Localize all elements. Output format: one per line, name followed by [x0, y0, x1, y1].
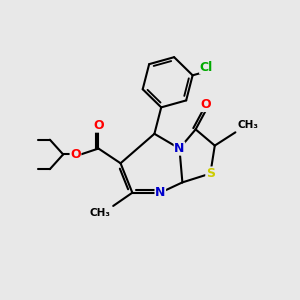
- Text: N: N: [155, 186, 166, 199]
- Text: CH₃: CH₃: [90, 208, 111, 218]
- Text: CH₃: CH₃: [238, 120, 259, 130]
- Text: O: O: [201, 98, 211, 111]
- Text: S: S: [206, 167, 215, 180]
- Text: O: O: [93, 119, 104, 132]
- Text: Cl: Cl: [200, 61, 213, 74]
- Text: N: N: [174, 142, 184, 155]
- Text: O: O: [70, 148, 81, 161]
